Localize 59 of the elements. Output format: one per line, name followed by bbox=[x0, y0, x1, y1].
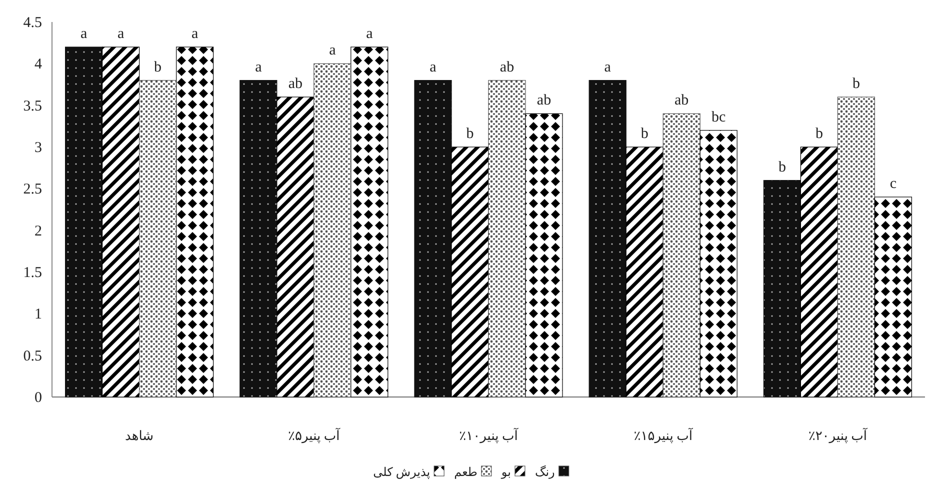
bar bbox=[763, 180, 801, 398]
y-tick-label: 3 bbox=[34, 140, 42, 156]
data-label: ab bbox=[500, 59, 514, 76]
x-tick-label: شاهد bbox=[125, 428, 154, 443]
bar bbox=[350, 46, 388, 398]
y-tick-label: 1.5 bbox=[23, 265, 42, 281]
bar bbox=[414, 80, 452, 398]
bar bbox=[662, 113, 700, 398]
bar bbox=[800, 146, 838, 398]
data-label: a bbox=[430, 59, 437, 76]
bar bbox=[874, 196, 912, 398]
data-label: a bbox=[117, 26, 124, 42]
bar bbox=[626, 146, 664, 398]
data-label: a bbox=[329, 42, 336, 59]
y-tick-label: 4 bbox=[34, 56, 42, 73]
legend-label: بو bbox=[500, 465, 511, 479]
bar bbox=[700, 130, 738, 398]
legend-label: رنگ bbox=[534, 465, 556, 479]
data-label: b bbox=[815, 126, 823, 142]
y-tick-label: 0.5 bbox=[23, 348, 42, 364]
x-tick-label: آب پنیر۱۵٪ bbox=[634, 427, 694, 444]
x-tick-label: آب پنیر۲۰٪ bbox=[808, 427, 868, 444]
bar bbox=[176, 46, 214, 398]
data-label: b bbox=[640, 126, 648, 142]
data-label: a bbox=[255, 59, 262, 76]
y-tick-label: 0 bbox=[34, 390, 42, 406]
data-label: c bbox=[890, 176, 897, 192]
data-label: ab bbox=[674, 92, 689, 109]
y-tick-label: 1 bbox=[34, 306, 42, 323]
data-label: a bbox=[80, 26, 88, 42]
legend-label: پذیرش کلی bbox=[373, 465, 430, 479]
x-tick-label: آب پنیر۱۰٪ bbox=[459, 427, 520, 444]
data-label: a bbox=[191, 26, 198, 42]
data-label: ab bbox=[288, 76, 302, 92]
bar bbox=[102, 46, 140, 398]
data-label: b bbox=[852, 76, 860, 92]
legend-label: طعم bbox=[454, 465, 478, 479]
data-label: b bbox=[466, 126, 474, 142]
bar bbox=[240, 80, 278, 398]
data-label: a bbox=[366, 26, 374, 42]
data-label: b bbox=[154, 59, 162, 76]
bar bbox=[276, 96, 314, 398]
bar bbox=[139, 80, 177, 398]
bar bbox=[837, 96, 875, 398]
x-tick-label: آب پنیر۵٪ bbox=[288, 427, 342, 444]
data-label: bc bbox=[712, 109, 726, 126]
y-tick-label: 4.5 bbox=[23, 15, 42, 31]
data-label: ab bbox=[536, 92, 552, 109]
bar bbox=[451, 146, 489, 398]
data-label: a bbox=[604, 59, 612, 76]
bar bbox=[314, 63, 352, 398]
bar bbox=[588, 80, 626, 398]
y-tick-label: 2 bbox=[34, 223, 42, 240]
y-tick-label: 2.5 bbox=[23, 182, 42, 198]
y-tick-label: 3.5 bbox=[23, 98, 42, 114]
bar bbox=[525, 113, 563, 398]
bar bbox=[65, 46, 103, 398]
data-label: b bbox=[778, 159, 786, 176]
bar bbox=[488, 80, 526, 398]
